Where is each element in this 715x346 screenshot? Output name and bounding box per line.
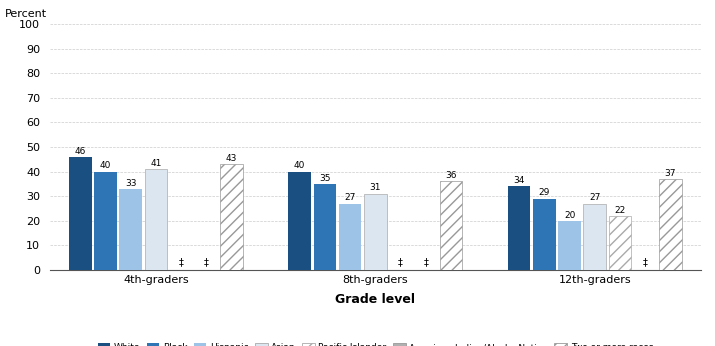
Bar xyxy=(288,172,311,270)
Text: Percent: Percent xyxy=(4,9,46,19)
Text: 22: 22 xyxy=(614,206,626,215)
Text: 36: 36 xyxy=(445,171,457,180)
Text: 33: 33 xyxy=(125,179,137,188)
Bar xyxy=(364,194,387,270)
Bar xyxy=(144,169,167,270)
Text: 41: 41 xyxy=(150,159,162,168)
Bar xyxy=(220,164,243,270)
Text: 43: 43 xyxy=(226,154,237,163)
Text: ‡: ‡ xyxy=(643,257,648,267)
Text: 29: 29 xyxy=(538,189,550,198)
Text: ‡: ‡ xyxy=(204,257,209,267)
Bar xyxy=(119,189,142,270)
Text: 35: 35 xyxy=(319,174,330,183)
Legend: White, Black, Hispanic, Asian, Pacific Islander, American Indian/Alaska Native, : White, Black, Hispanic, Asian, Pacific I… xyxy=(98,343,653,346)
Text: ‡: ‡ xyxy=(179,257,184,267)
Text: 46: 46 xyxy=(74,147,86,156)
Text: 37: 37 xyxy=(665,169,676,178)
Text: ‡: ‡ xyxy=(398,257,403,267)
Bar xyxy=(440,181,463,270)
Text: 40: 40 xyxy=(100,161,111,170)
Text: 27: 27 xyxy=(589,193,601,202)
Bar xyxy=(314,184,336,270)
Bar xyxy=(508,186,531,270)
Bar xyxy=(659,179,682,270)
Bar xyxy=(608,216,631,270)
X-axis label: Grade level: Grade level xyxy=(335,293,415,306)
Bar xyxy=(558,221,581,270)
Bar xyxy=(339,203,362,270)
Bar xyxy=(69,157,92,270)
Bar xyxy=(583,203,606,270)
Bar xyxy=(94,172,117,270)
Text: 31: 31 xyxy=(370,183,381,192)
Text: 34: 34 xyxy=(513,176,525,185)
Text: 20: 20 xyxy=(564,210,576,219)
Bar xyxy=(533,199,556,270)
Text: 40: 40 xyxy=(294,161,305,170)
Text: ‡: ‡ xyxy=(423,257,428,267)
Text: 27: 27 xyxy=(345,193,356,202)
